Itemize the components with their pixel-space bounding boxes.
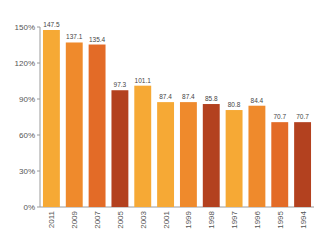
y-tick-label: 90% (19, 95, 35, 104)
bar (294, 122, 311, 207)
data-label: 97.3 (114, 81, 127, 88)
y-tick (37, 135, 40, 136)
y-tick-label: 60% (19, 131, 35, 140)
y-tick (37, 171, 40, 172)
x-tick-label: 1997 (230, 210, 239, 228)
y-tick (37, 63, 40, 64)
y-tick-label: 30% (19, 167, 35, 176)
data-label: 135.4 (89, 36, 106, 43)
labels: 147.5 2011 137.1 2009 135.4 2007 97.3 2005 101.1… (43, 21, 309, 229)
y-tick-label: 0% (23, 203, 35, 212)
data-label: 70.7 (296, 113, 309, 120)
x-tick-label: 1998 (207, 210, 216, 228)
x-tick-label: 1999 (184, 210, 193, 228)
data-label: 147.5 (43, 21, 60, 28)
bars (43, 30, 311, 207)
y-tick (37, 99, 40, 100)
data-label: 80.8 (228, 101, 241, 108)
x-tick-label: 2009 (70, 210, 79, 228)
y-tick-label: 150% (15, 23, 35, 32)
bar (111, 90, 128, 207)
data-label: 87.4 (159, 93, 172, 100)
bar (89, 45, 106, 207)
bar (271, 122, 288, 207)
x-tick-label: 2001 (162, 210, 171, 228)
bar (180, 102, 197, 207)
data-label: 85.8 (205, 95, 218, 102)
bar (157, 102, 174, 207)
y-tick (37, 207, 40, 208)
bar (134, 86, 151, 207)
x-tick-label: 2003 (139, 210, 148, 228)
y-axis-line (40, 27, 41, 207)
x-tick-label: 2011 (47, 210, 56, 228)
data-label: 137.1 (66, 33, 83, 40)
x-tick-label: 2007 (93, 210, 102, 228)
data-label: 70.7 (273, 113, 286, 120)
x-tick-label: 1995 (276, 210, 285, 228)
data-label: 84.4 (251, 97, 264, 104)
x-tick-label: 1994 (299, 210, 308, 228)
bar (43, 30, 60, 207)
chart: 0% 30% 60% 90% 120% 150% 147.5 2011 137.1 2009 135… (0, 0, 320, 240)
y-tick-label: 120% (15, 59, 35, 68)
data-label: 87.4 (182, 93, 195, 100)
bar (226, 110, 243, 207)
x-tick-label: 1996 (253, 210, 262, 228)
bar (203, 104, 220, 207)
x-tick-label: 2005 (116, 210, 125, 228)
y-tick (37, 27, 40, 28)
chart-container: 0% 30% 60% 90% 120% 150% 147.5 2011 137.1 2009 135… (0, 0, 320, 240)
data-label: 101.1 (135, 77, 152, 84)
bar (248, 106, 265, 207)
bar (66, 42, 83, 207)
